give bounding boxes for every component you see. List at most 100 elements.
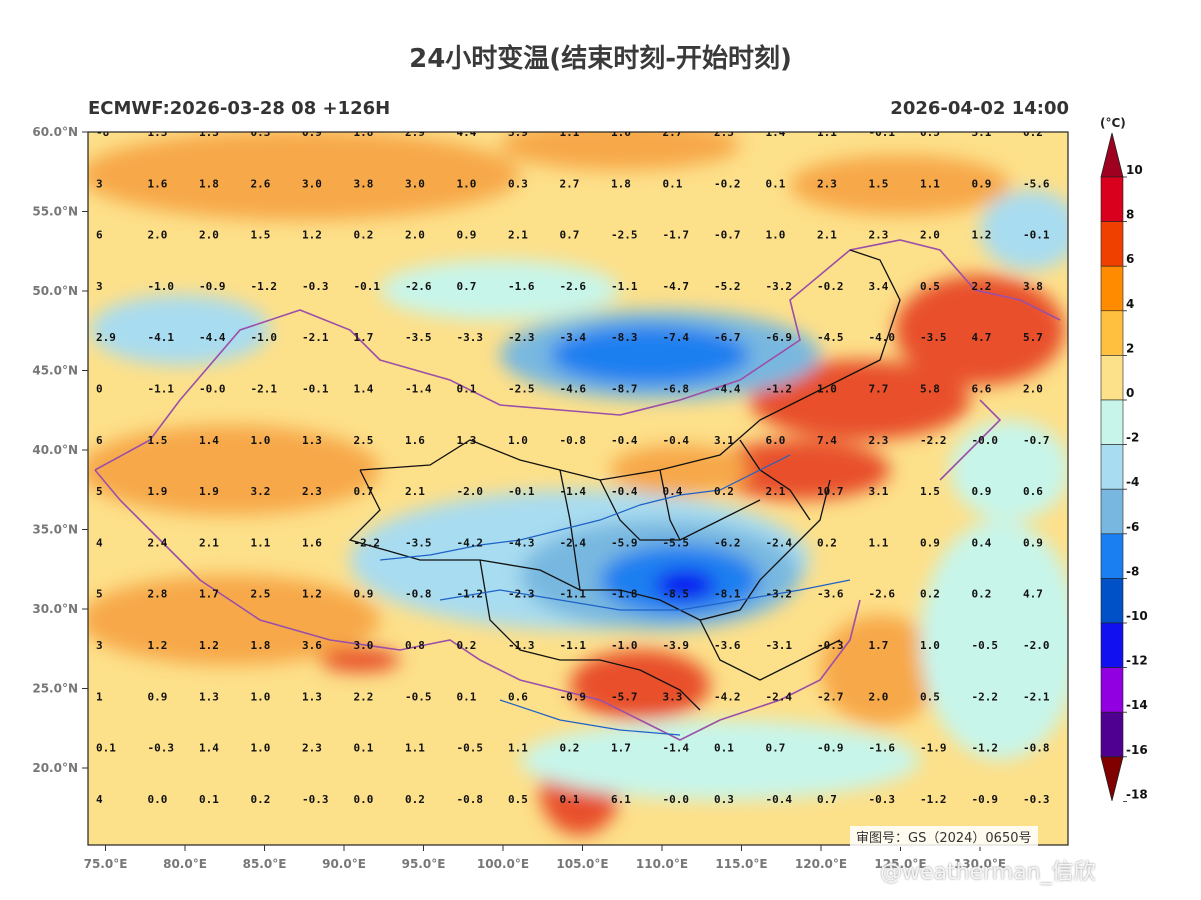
lon-tick-label: 80.0°E bbox=[163, 857, 207, 871]
colorbar-segment bbox=[1100, 488, 1124, 535]
grid-value: -1.8 bbox=[611, 588, 638, 601]
grid-value: 3 bbox=[96, 177, 103, 190]
grid-value: 1.0 bbox=[817, 383, 837, 396]
grid-value: -1.4 bbox=[560, 485, 587, 498]
grid-value: 0.5 bbox=[920, 126, 940, 139]
grid-value: -3.2 bbox=[766, 280, 793, 293]
grid-value: 5.7 bbox=[1023, 331, 1043, 344]
grid-value: -8.3 bbox=[611, 331, 638, 344]
grid-value: -3.3 bbox=[457, 331, 484, 344]
map-field bbox=[88, 132, 1068, 845]
grid-value: 1.7 bbox=[611, 742, 631, 755]
grid-value: -6.7 bbox=[714, 331, 741, 344]
lat-tick-label: 55.0°N bbox=[32, 205, 78, 219]
grid-value: 1.5 bbox=[251, 229, 271, 242]
grid-value: 1.5 bbox=[920, 485, 940, 498]
grid-value: -1.2 bbox=[972, 742, 999, 755]
grid-value: 2.5 bbox=[354, 434, 374, 447]
grid-value: 0.9 bbox=[457, 229, 477, 242]
grid-value: -1.1 bbox=[611, 280, 638, 293]
grid-value: -2.6 bbox=[869, 588, 896, 601]
grid-value: -2.7 bbox=[817, 690, 844, 703]
grid-value: 1.7 bbox=[869, 639, 889, 652]
grid-value: 1.4 bbox=[199, 434, 219, 447]
grid-value: 0.6 bbox=[1023, 485, 1043, 498]
grid-value: 2.5 bbox=[251, 588, 271, 601]
grid-value: 1.3 bbox=[302, 690, 322, 703]
lon-tick-label: 130.0°E bbox=[954, 857, 1006, 871]
colorbar-label: 2 bbox=[1126, 341, 1134, 355]
grid-value: 1.3 bbox=[199, 126, 219, 139]
grid-value: -0.3 bbox=[869, 793, 896, 806]
grid-value: 0.1 bbox=[199, 793, 219, 806]
grid-value: -0.7 bbox=[714, 229, 741, 242]
grid-value: 7.4 bbox=[817, 434, 837, 447]
grid-value: 2.4 bbox=[148, 536, 168, 549]
grid-value: 3 bbox=[96, 280, 103, 293]
lon-tick-label: 85.0°E bbox=[243, 857, 287, 871]
grid-value: 2.7 bbox=[663, 126, 683, 139]
grid-value: 0.1 bbox=[560, 793, 580, 806]
grid-value: 1.0 bbox=[251, 742, 271, 755]
grid-value: -2.2 bbox=[354, 536, 381, 549]
grid-value: 0.9 bbox=[972, 177, 992, 190]
grid-value: -2.6 bbox=[1075, 280, 1102, 293]
grid-value: 1.2 bbox=[972, 229, 992, 242]
grid-value: -2.3 bbox=[508, 331, 535, 344]
grid-value: -2.5 bbox=[611, 229, 638, 242]
grid-value: -4.0 bbox=[869, 331, 896, 344]
grid-value: -5.6 bbox=[1023, 177, 1050, 190]
grid-value: 2.3 bbox=[817, 177, 837, 190]
lat-tick-label: 25.0°N bbox=[32, 682, 78, 696]
grid-value: -7.4 bbox=[663, 331, 690, 344]
grid-value: 0.1 bbox=[354, 742, 374, 755]
lon-tick-label: 120.0°E bbox=[795, 857, 847, 871]
grid-value: 1.2 bbox=[302, 229, 322, 242]
grid-value: 0.1 bbox=[766, 177, 786, 190]
grid-value: 3.3 bbox=[663, 690, 683, 703]
map-approval-number: 审图号：GS（2024）0650号 bbox=[850, 826, 1038, 847]
grid-value: -1.2 bbox=[766, 383, 793, 396]
grid-value: 1.0 bbox=[766, 229, 786, 242]
grid-value: 0.3 bbox=[251, 126, 271, 139]
grid-value: 0.2 bbox=[1023, 126, 1043, 139]
grid-value: -1.2 bbox=[251, 280, 278, 293]
colorbar-segment bbox=[1100, 176, 1124, 222]
grid-value: -0.5 bbox=[972, 639, 999, 652]
grid-value: 0.5 bbox=[920, 690, 940, 703]
grid-value: -6.2 bbox=[714, 536, 741, 549]
colorbar-label: -14 bbox=[1126, 698, 1148, 712]
watermark: @weatherman_信欣 bbox=[880, 860, 1096, 885]
grid-value: 2.9 bbox=[405, 126, 425, 139]
grid-value: 1.8 bbox=[251, 639, 271, 652]
grid-value: 3.1 bbox=[869, 485, 889, 498]
grid-value: -0.9 bbox=[817, 742, 844, 755]
colorbar-segment bbox=[1100, 667, 1124, 713]
grid-value: 0.1 bbox=[96, 742, 116, 755]
grid-value: 1.8 bbox=[611, 177, 631, 190]
grid-value: -1.4 bbox=[405, 383, 432, 396]
grid-value: 4 bbox=[96, 793, 103, 806]
grid-value: 1.0 bbox=[920, 639, 940, 652]
grid-value: 1.0 bbox=[457, 177, 477, 190]
grid-value: 1.1 bbox=[251, 536, 271, 549]
grid-value: 1.0 bbox=[508, 434, 528, 447]
grid-value: 0.9 bbox=[302, 126, 322, 139]
grid-value: 1.4 bbox=[766, 126, 786, 139]
grid-value: 2.2 bbox=[972, 280, 992, 293]
grid-value: 3 bbox=[96, 639, 103, 652]
colorbar-bottom-arrow bbox=[1100, 756, 1124, 801]
grid-value: -2.2 bbox=[972, 690, 999, 703]
longitude-axis: 75.0°E 80.0°E 85.0°E 90.0°E 95.0°E 100.0°E 105… bbox=[84, 845, 1006, 871]
lon-tick-label: 105.0°E bbox=[556, 857, 608, 871]
lat-tick-label: 30.0°N bbox=[32, 602, 78, 616]
colorbar-label: 6 bbox=[1126, 252, 1134, 266]
grid-value: -2.6 bbox=[560, 280, 587, 293]
grid-value: 3.4 bbox=[869, 280, 889, 293]
grid-value: 0.0 bbox=[148, 793, 168, 806]
grid-value: 1.4 bbox=[199, 742, 219, 755]
grid-value: 0.8 bbox=[405, 639, 425, 652]
grid-value: -0.3 bbox=[148, 742, 175, 755]
colorbar-segment bbox=[1100, 622, 1124, 668]
grid-value: -2.3 bbox=[508, 588, 535, 601]
